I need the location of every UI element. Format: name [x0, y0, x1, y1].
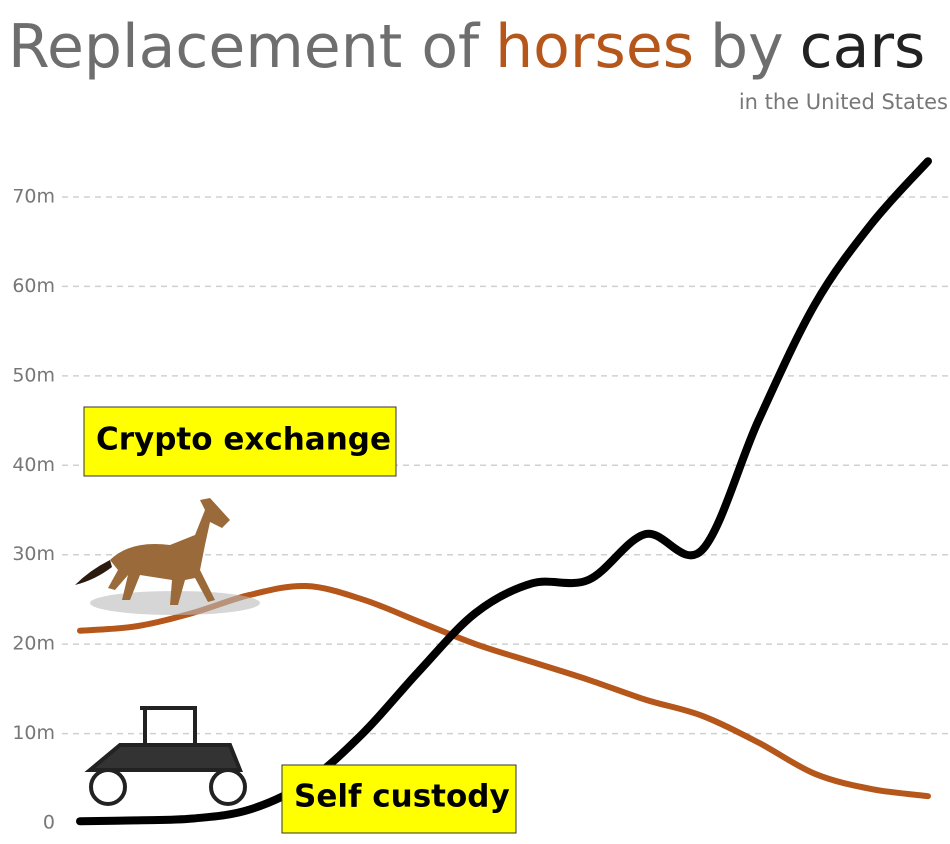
- series-line: [76, 157, 932, 826]
- horse-illustration: [75, 498, 260, 615]
- y-tick-label: 60m: [12, 275, 55, 297]
- title-word: horses: [495, 12, 694, 82]
- chart-title: Replacement of horses by cars: [8, 12, 925, 82]
- car-illustration: [84, 706, 247, 806]
- y-tick-label: 20m: [12, 633, 55, 655]
- annotation-text: Crypto exchange: [96, 422, 391, 458]
- annotation: Self custody: [281, 764, 517, 834]
- title-word: Replacement of: [8, 12, 481, 82]
- y-tick-label: 70m: [12, 185, 55, 207]
- annotation: Crypto exchange: [83, 406, 397, 477]
- annotation-text: Self custody: [294, 779, 510, 815]
- title-word: by: [710, 12, 784, 82]
- y-tick-label: 50m: [12, 364, 55, 386]
- title-word: cars: [800, 12, 926, 82]
- y-tick-label: 10m: [12, 722, 55, 744]
- y-tick-label: 30m: [12, 543, 55, 565]
- chart-subtitle: in the United States: [739, 90, 948, 114]
- y-tick-label: 40m: [12, 454, 55, 476]
- y-tick-label: 0: [43, 812, 55, 834]
- grid: 0 10m 20m 30m 40m 50m 60m 70m: [12, 185, 950, 834]
